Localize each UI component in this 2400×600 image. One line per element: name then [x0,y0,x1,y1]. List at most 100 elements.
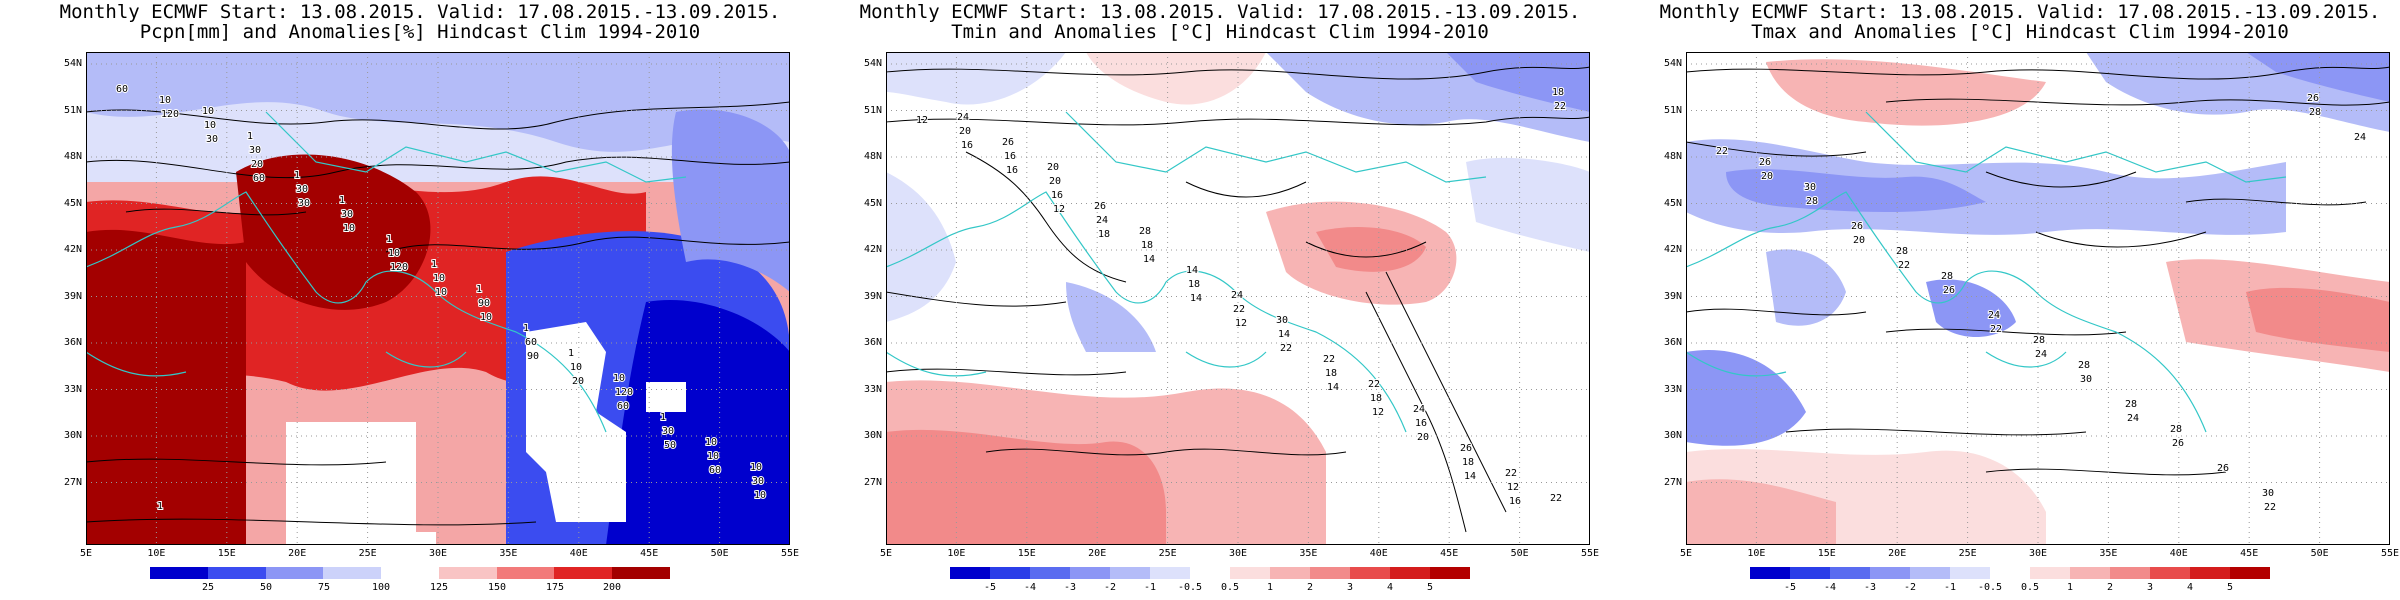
latitude-label: 45N [1663,197,1682,209]
contour-label: 26 [2172,438,2184,449]
colorbar-swatch [1070,567,1110,579]
contour-label: 10 [204,120,216,131]
contour-label: 10 [480,312,492,323]
colorbar-swatch [1790,567,1830,579]
contour-label: 30 [662,426,674,437]
colorbar-tick: -5 [983,582,997,593]
latitude-label: 33N [1663,383,1682,395]
colorbar-swatch [612,567,671,579]
colorbar-swatch [1230,567,1270,579]
contour-label: 60 [116,84,128,95]
contour-label: 10 [750,462,762,473]
contour-label: 24 [2127,413,2139,424]
latitude-label: 33N [63,383,82,395]
contour-label: 12 [1507,482,1519,493]
longitude-label: 35E [499,548,518,559]
panel-title-line2: Tmin and Anomalies [°C] Hindcast Clim 19… [951,21,1489,43]
latitude-label: 36N [63,337,82,348]
contour-label: 28 [1896,246,1908,257]
longitude-label: 20E [288,548,307,559]
contour-label: 60 [525,337,537,348]
latitude-label: 27N [1663,476,1682,488]
colorbar-swatch [2150,567,2190,579]
colorbar-tick: -1 [1143,582,1157,593]
latitude-label: 39N [1663,290,1682,302]
contour-label: 10 [388,248,400,259]
latitude-label: 30N [1663,430,1682,441]
contour-label: 16 [1509,496,1521,507]
colorbar-tick: -4 [1023,582,1037,593]
contour-label: 1 [476,284,482,295]
latitude-label: 54N [63,58,82,69]
contour-label: 18 [1098,229,1110,240]
longitude-label: 25E [1958,548,1977,559]
latitude-label: 45N [63,197,82,209]
colorbar-swatch [207,567,266,579]
contour-label: 1 [523,323,529,334]
latitude-label: 45N [863,197,882,209]
contour-label: 10 [570,362,582,373]
contour-label: 1 [431,259,437,270]
longitude-label: 25E [358,548,377,559]
colorbar-swatch [1350,567,1390,579]
latitude-label: 51N [863,104,882,116]
colorbar-tick: 4 [1386,582,1394,593]
latitude-label: 39N [63,290,82,302]
colorbar-tick: 3 [2146,582,2154,593]
longitude-label: 40E [2169,548,2188,559]
contour-label: 12 [1235,318,1247,329]
colorbar-swatch [1870,567,1910,579]
latitude-label: 30N [863,430,882,441]
latitude-label: 42N [863,244,882,255]
longitude-label: 10E [1747,548,1766,559]
longitude-label: 20E [1088,548,1107,559]
panel-title-line2: Tmax and Anomalies [°C] Hindcast Clim 19… [1751,21,2289,43]
contour-label: 24 [1096,215,1108,226]
map-frame [1686,52,2390,545]
longitude-label: 10E [947,548,966,559]
contour-label: 16 [1415,418,1427,429]
contour-label: 30 [249,145,261,156]
colorbar-tick: -1 [1943,582,1957,593]
colorbar-swatch [1910,567,1950,579]
latitude-label: 33N [863,383,882,395]
colorbar-tick: 125 [429,582,449,593]
contour-label: 22 [1898,260,1910,271]
colorbar-tick: 100 [371,582,391,593]
longitude-label: 50E [1510,548,1529,559]
contour-label: 16 [961,140,973,151]
colorbar-swatch [554,567,613,579]
latitude-label: 39N [863,290,882,302]
colorbar-tick: 0.5 [2020,582,2040,593]
latitude-label: 42N [1663,244,1682,255]
colorbar-swatch [1830,567,1870,579]
longitude-label: 5E [1679,548,1693,559]
colorbar-swatch [381,567,439,579]
tmin-colorbar [950,567,1470,579]
contour-label: 30 [298,198,310,209]
colorbar-swatch [1270,567,1310,579]
contour-label: 20 [1047,162,1059,173]
contour-label: 30 [206,134,218,145]
colorbar-tick: 1 [2066,582,2074,593]
longitude-label: 25E [1158,548,1177,559]
colorbar-swatch [1150,567,1190,579]
tmin-panel: Monthly ECMWF Start: 13.08.2015. Valid: … [840,0,1600,600]
panel-title-line1: Monthly ECMWF Start: 13.08.2015. Valid: … [859,1,1581,23]
contour-label: 26 [1460,443,1472,454]
longitude-label: 30E [1228,548,1248,559]
longitude-label: 45E [1440,548,1459,559]
contour-label: 14 [1186,265,1198,276]
contour-label: 14 [1278,329,1290,340]
contour-label: 26 [1943,285,1955,296]
colorbar-tick: 5 [1426,582,1434,593]
contour-label: 1 [386,234,392,245]
latitude-label: 54N [1663,58,1682,69]
contour-label: 16 [1006,165,1018,176]
colorbar-tick: -4 [1823,582,1837,593]
contour-label: 10 [159,95,171,106]
colorbar-swatch [2110,567,2150,579]
contour-label: 1 [294,170,300,181]
colorbar-tick: -2 [1903,582,1917,593]
contour-label: 10 [754,490,766,501]
